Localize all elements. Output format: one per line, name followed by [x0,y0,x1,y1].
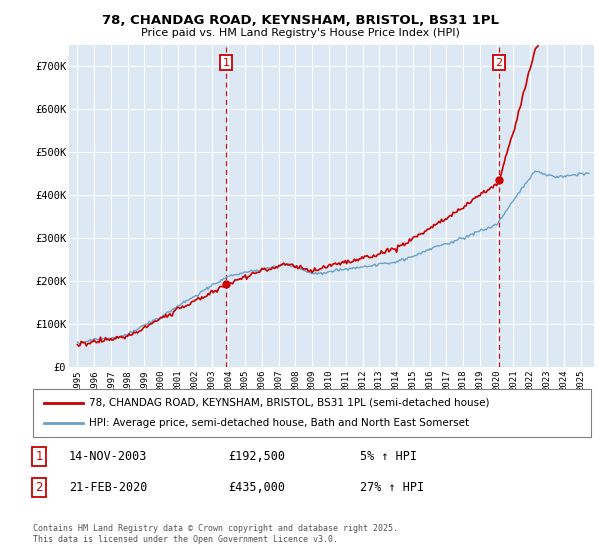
Text: 5% ↑ HPI: 5% ↑ HPI [360,450,417,463]
Text: Price paid vs. HM Land Registry's House Price Index (HPI): Price paid vs. HM Land Registry's House … [140,28,460,38]
Text: 1: 1 [35,450,43,463]
Text: 27% ↑ HPI: 27% ↑ HPI [360,480,424,494]
Text: 21-FEB-2020: 21-FEB-2020 [69,480,148,494]
Text: 14-NOV-2003: 14-NOV-2003 [69,450,148,463]
FancyBboxPatch shape [33,389,591,437]
Text: Contains HM Land Registry data © Crown copyright and database right 2025.
This d: Contains HM Land Registry data © Crown c… [33,524,398,544]
Text: 78, CHANDAG ROAD, KEYNSHAM, BRISTOL, BS31 1PL: 78, CHANDAG ROAD, KEYNSHAM, BRISTOL, BS3… [101,14,499,27]
Text: HPI: Average price, semi-detached house, Bath and North East Somerset: HPI: Average price, semi-detached house,… [89,418,469,428]
Text: 78, CHANDAG ROAD, KEYNSHAM, BRISTOL, BS31 1PL (semi-detached house): 78, CHANDAG ROAD, KEYNSHAM, BRISTOL, BS3… [89,398,490,408]
Text: 2: 2 [496,58,502,68]
Text: £435,000: £435,000 [228,480,285,494]
Text: 2: 2 [35,480,43,494]
Text: £192,500: £192,500 [228,450,285,463]
Text: 1: 1 [223,58,230,68]
